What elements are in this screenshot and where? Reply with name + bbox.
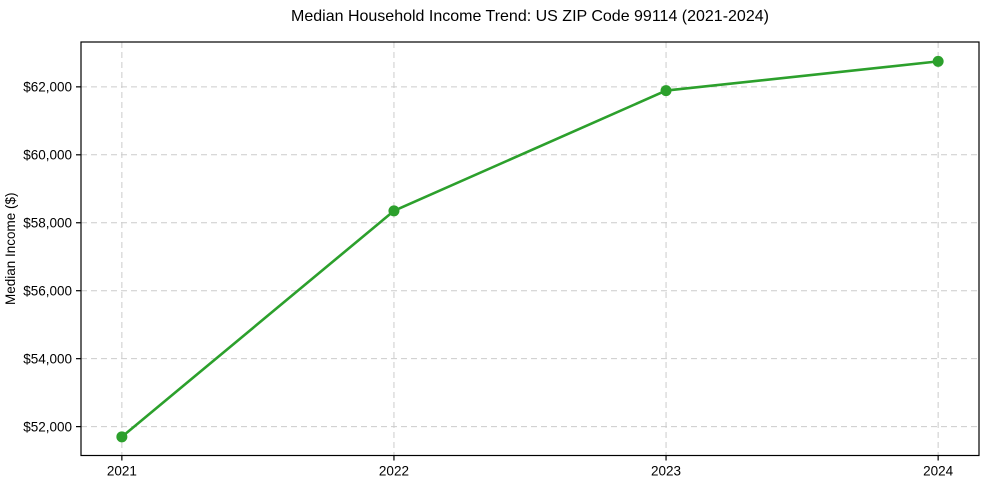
y-axis-label: Median Income ($) bbox=[3, 192, 18, 305]
data-point-marker bbox=[116, 431, 128, 443]
y-tick-label: $52,000 bbox=[23, 419, 72, 434]
y-tick-label: $54,000 bbox=[23, 351, 72, 366]
x-tick-label: 2022 bbox=[379, 464, 409, 479]
x-tick-label: 2021 bbox=[107, 464, 137, 479]
y-tick-label: $58,000 bbox=[23, 216, 72, 231]
data-point-marker bbox=[660, 85, 672, 97]
data-point-marker bbox=[388, 205, 400, 217]
x-tick-label: 2023 bbox=[651, 464, 681, 479]
chart-title: Median Household Income Trend: US ZIP Co… bbox=[291, 8, 769, 25]
y-tick-label: $60,000 bbox=[23, 148, 72, 163]
x-tick-label: 2024 bbox=[923, 464, 954, 479]
income-trend-line bbox=[120, 60, 940, 439]
y-tick-label: $62,000 bbox=[23, 80, 72, 95]
plot-border bbox=[80, 41, 980, 457]
y-tick-label: $56,000 bbox=[23, 284, 72, 299]
data-point-marker bbox=[932, 55, 944, 67]
